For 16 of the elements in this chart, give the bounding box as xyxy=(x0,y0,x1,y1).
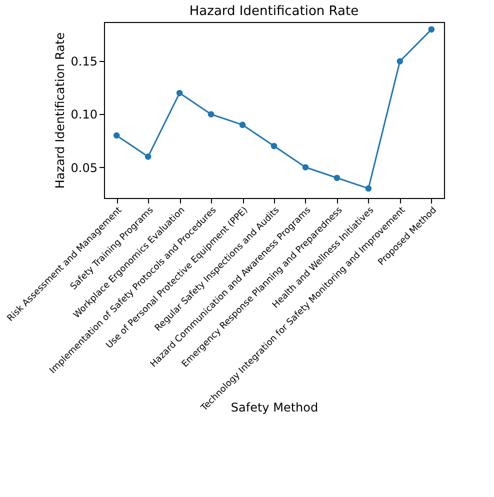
point xyxy=(144,153,152,160)
y-tick-label: 0.15 xyxy=(70,54,98,69)
point xyxy=(396,58,404,64)
chart-title: Hazard Identification Rate xyxy=(189,4,359,19)
point xyxy=(428,26,435,33)
point xyxy=(365,185,372,192)
point xyxy=(270,142,278,150)
point xyxy=(176,90,183,96)
point xyxy=(302,164,309,170)
y-tick-label: 0.10 xyxy=(70,108,98,122)
point xyxy=(113,132,120,139)
point xyxy=(239,122,246,128)
point xyxy=(334,174,340,182)
point xyxy=(208,111,214,118)
y-axis-title: Hazard Identification Rate xyxy=(52,32,67,189)
y-tick-label: 0.05 xyxy=(70,160,98,175)
